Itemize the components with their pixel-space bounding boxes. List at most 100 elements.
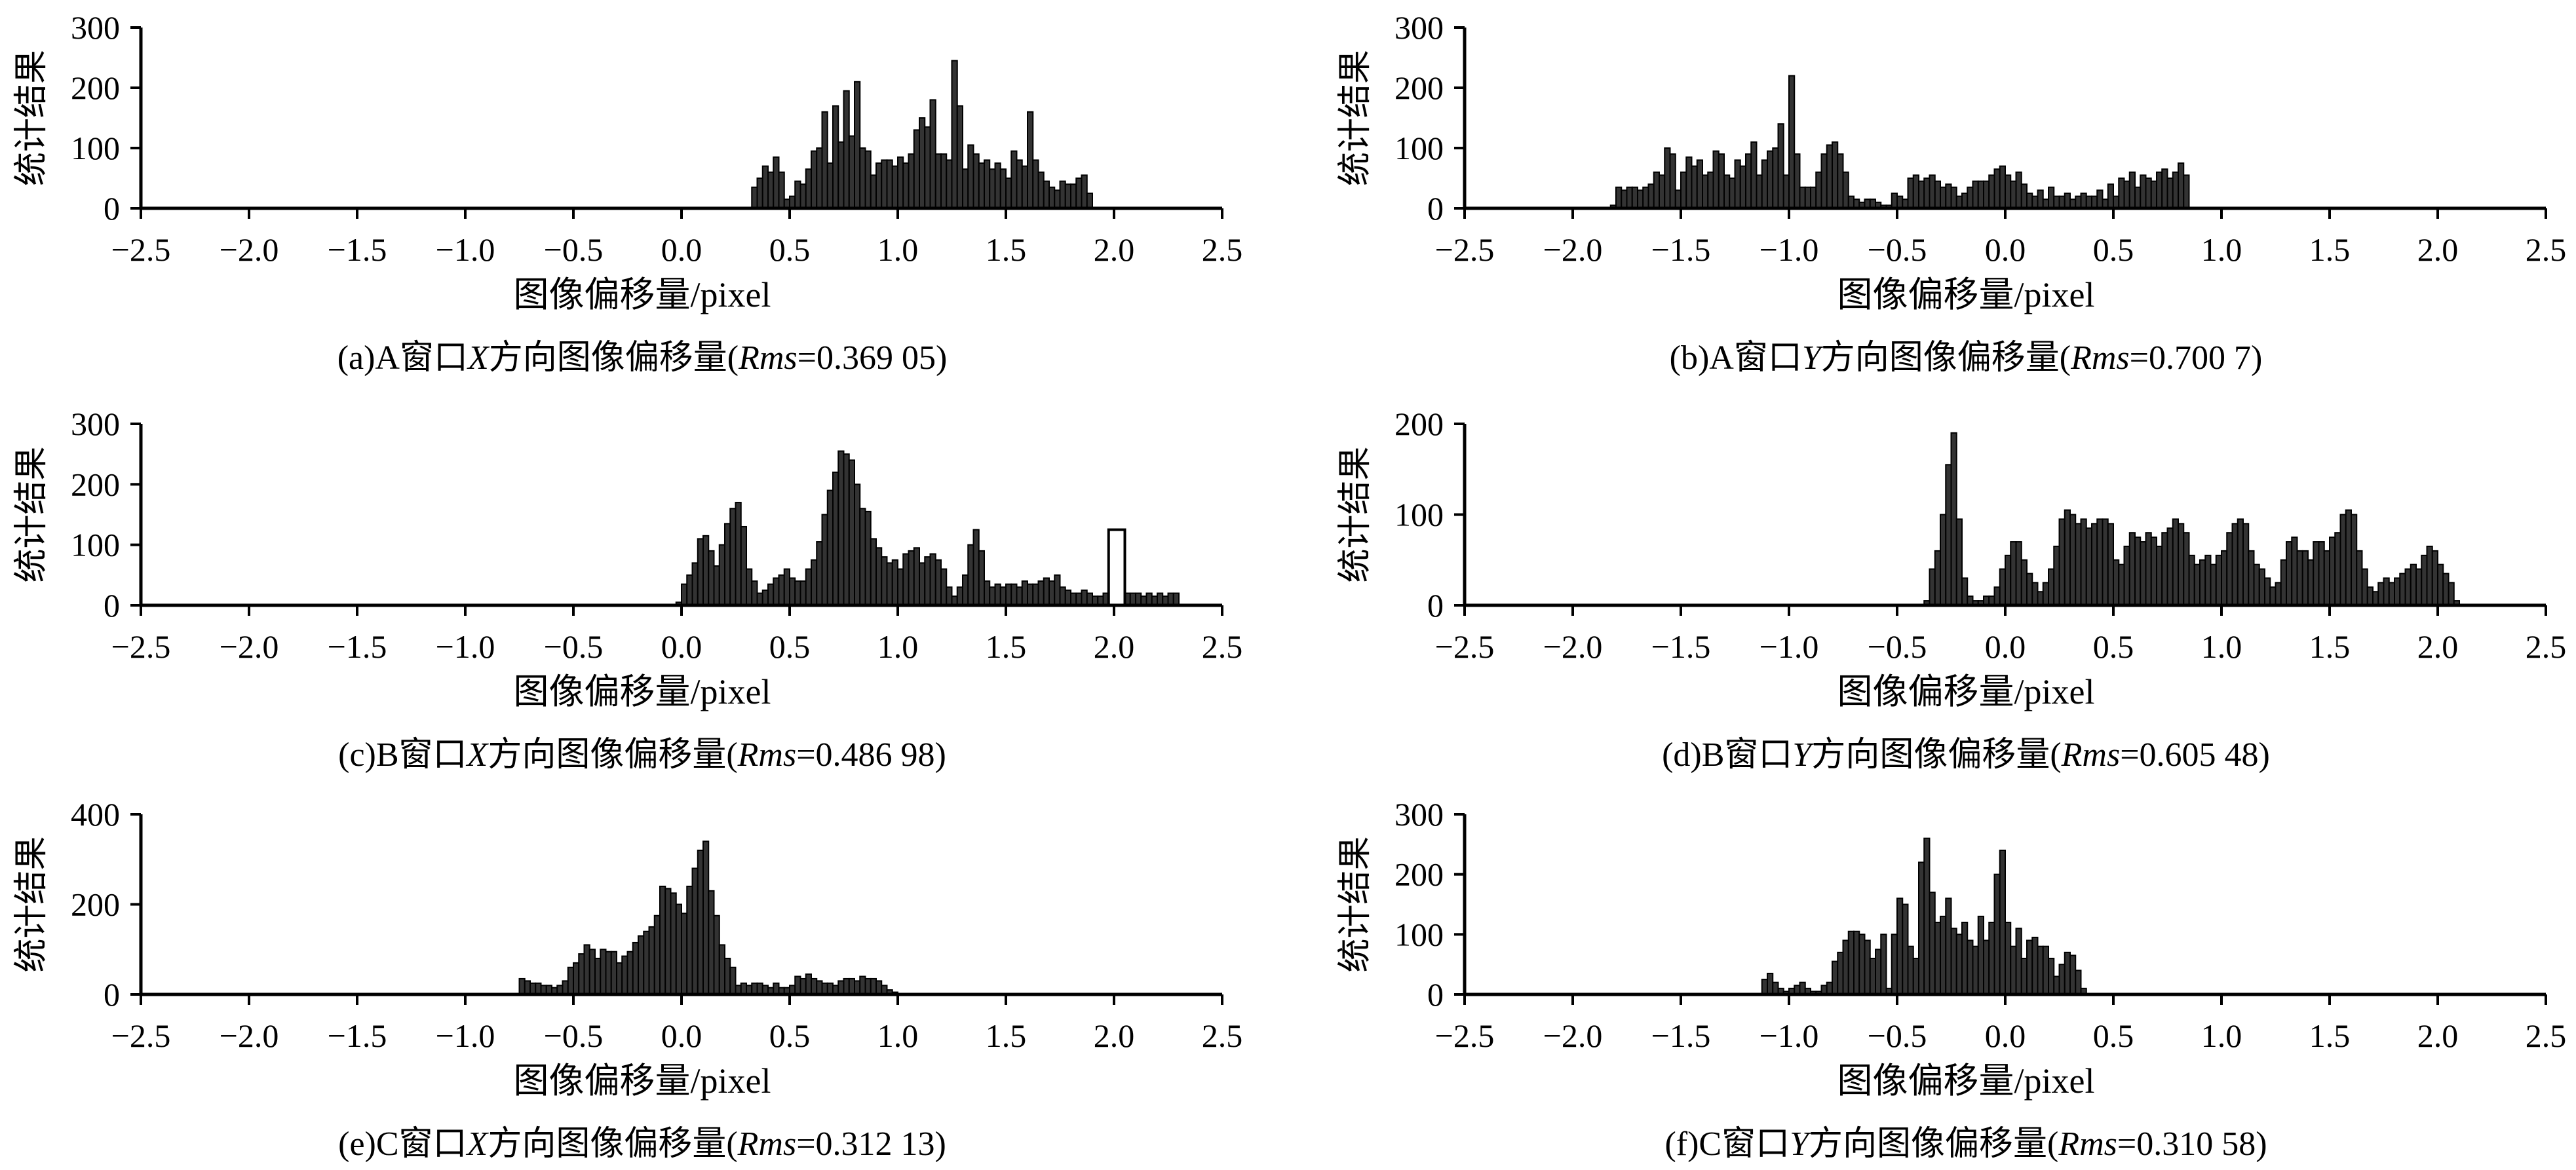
y-tick-label: 200 [1394,406,1444,442]
histogram-bar [1756,174,1763,209]
histogram-bar [913,129,920,209]
x-tick-label: 1.0 [2201,1017,2242,1054]
histogram-bar [767,583,775,607]
histogram-bar [2080,518,2087,606]
histogram-bar [2015,171,2022,209]
histogram-bar [821,111,828,209]
histogram-bar [837,141,845,209]
histogram-bar [2123,545,2130,606]
histogram-bar [1837,951,1844,996]
histogram-bar [2010,180,2017,210]
x-tick-label: 2.0 [1094,231,1135,268]
bars-f [1761,837,2087,996]
histogram-bar [718,544,725,607]
histogram-bar [535,982,542,995]
histogram-bar [1940,915,1947,996]
histogram-bar [951,60,958,209]
histogram-bar [2085,195,2092,210]
y-tick-label: 200 [1394,69,1444,106]
x-tick-label: −2.5 [1435,628,1495,665]
histogram-bar [2075,970,2082,996]
histogram-bar [1005,178,1012,209]
histogram-bar [1993,873,2001,995]
x-tick-label: −2.5 [111,628,171,665]
histogram-bar [1799,186,1806,209]
x-axis-title: 图像偏移量/pixel [514,1061,771,1101]
histogram-bar [1032,159,1039,209]
histogram-bar [1853,930,1860,995]
x-tick-label: 2.0 [1094,628,1135,665]
histogram-bar [1707,171,1714,209]
histogram-bar [1767,150,1774,210]
histogram-bar [1631,186,1638,209]
histogram-bar [2015,541,2022,606]
histogram-bar [2280,559,2287,606]
histogram-bar [854,483,861,606]
x-tick-label: −1.5 [328,231,387,268]
histogram-bar [2113,195,2120,210]
histogram-bar [2166,178,2174,209]
histogram-bar [756,592,763,606]
histogram-bar [2291,537,2298,606]
histogram-bar [2020,183,2028,210]
histogram-bar [638,935,645,995]
histogram-bar [735,502,742,606]
histogram-bar [799,183,807,210]
x-tick-label: −0.5 [544,231,604,268]
histogram-bar [2091,523,2098,606]
histogram-bar [783,568,790,606]
histogram-bar [2080,193,2087,209]
y-tick-label: 0 [1427,976,1444,1013]
histogram-bar [761,165,769,210]
histogram-bar [994,583,1001,607]
histogram-bar [761,589,769,607]
y-axis-title: 统计结果 [13,446,50,582]
histogram-bar [881,159,888,209]
histogram-bar [664,888,672,995]
histogram-bar [2031,195,2039,210]
histogram-bar [1967,939,1974,995]
x-tick-label: −1.5 [1651,1017,1711,1054]
histogram-bar [2448,582,2455,606]
bars-e [518,840,898,995]
histogram-bar [1940,186,1947,209]
histogram-bar [1081,589,1088,607]
histogram-bar [2042,945,2049,995]
histogram-bar [1059,180,1066,210]
histogram-bar [2366,586,2374,606]
histogram-bar [524,980,531,995]
histogram-bar [1750,141,1758,209]
histogram-bar [2042,582,2049,606]
histogram-bar [1826,144,1833,209]
histogram-bar [843,977,850,995]
x-tick-label: 1.5 [2309,231,2351,268]
histogram-bar [713,915,720,995]
histogram-bar [934,559,942,606]
histogram-bar [724,523,731,606]
y-tick-label: 300 [71,406,120,442]
histogram-bar [1794,153,1801,209]
histogram-bar [2048,186,2055,209]
histogram-bar [811,150,818,210]
histogram-bar [2237,518,2244,606]
y-tick-label: 0 [104,587,120,624]
histogram-bar [2091,195,2098,210]
histogram-bar [1734,159,1741,209]
x-tick-label: 2.5 [2526,1017,2567,1054]
histogram-bar [1955,934,1963,996]
histogram-bar [946,159,953,209]
histogram-bar [799,977,807,995]
histogram-bar [891,559,898,606]
histogram-bar [1043,577,1050,607]
histogram-bar [2010,945,2017,995]
histogram-bar [897,156,904,209]
histogram-bar [794,580,801,606]
histogram-bar [919,562,926,606]
histogram-bar [1842,171,1849,209]
histogram-bar [805,568,812,606]
histogram-bar [1054,574,1061,606]
histogram-bar [2286,541,2293,606]
x-tick-label: −1.5 [328,628,387,665]
histogram-bar [751,186,758,209]
